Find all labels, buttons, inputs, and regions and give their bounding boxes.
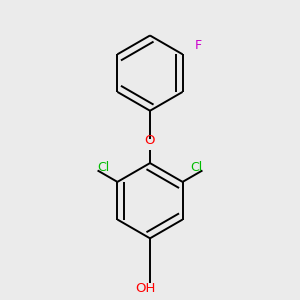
Text: OH: OH — [135, 282, 155, 295]
Text: Cl: Cl — [191, 161, 203, 174]
Text: Cl: Cl — [97, 161, 109, 174]
Text: F: F — [195, 39, 202, 52]
Text: O: O — [145, 134, 155, 147]
